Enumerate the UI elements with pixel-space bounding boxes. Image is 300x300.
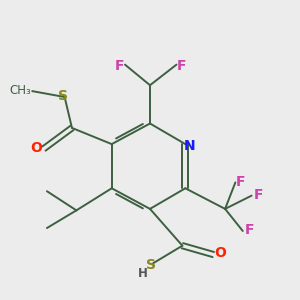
Text: CH₃: CH₃ [9, 84, 31, 97]
Text: O: O [31, 141, 43, 154]
Text: F: F [244, 223, 254, 237]
Text: N: N [184, 139, 196, 153]
Text: F: F [236, 175, 245, 188]
Text: S: S [146, 258, 157, 272]
Text: O: O [215, 246, 226, 260]
Text: F: F [177, 59, 187, 73]
Text: F: F [253, 188, 263, 202]
Text: F: F [115, 59, 124, 73]
Text: H: H [138, 267, 148, 280]
Text: S: S [58, 88, 68, 103]
